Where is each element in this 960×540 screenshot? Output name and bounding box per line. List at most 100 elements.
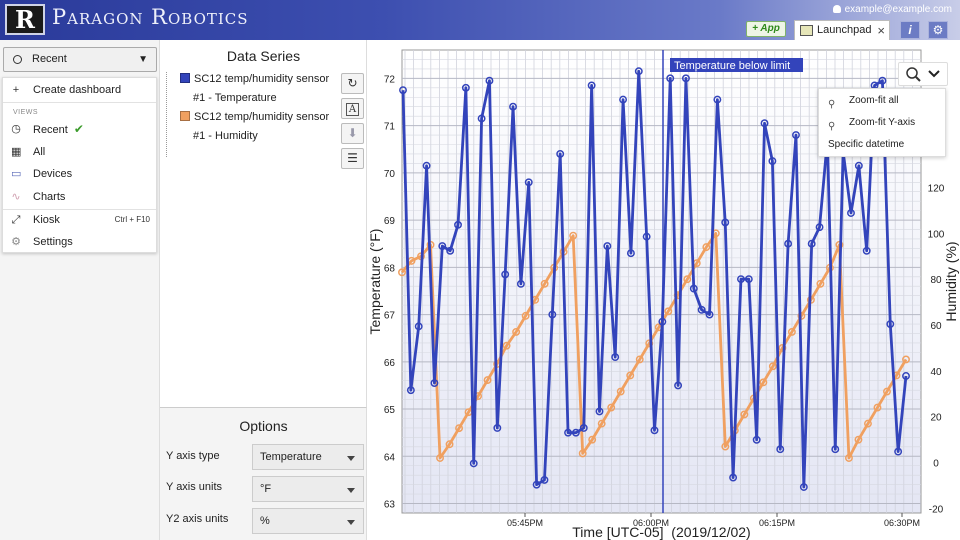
close-icon[interactable]: × — [877, 23, 885, 38]
y-axis-type-label: Y axis type — [166, 450, 220, 462]
view-dropdown-label: Recent — [32, 53, 67, 65]
humidity-series-point — [521, 311, 530, 320]
add-app-button[interactable]: + App — [746, 21, 786, 37]
y-axis-type-select[interactable]: Temperature — [252, 444, 364, 470]
menu-item-label: Kiosk — [33, 214, 60, 226]
y2-axis-units-select[interactable]: % — [252, 508, 364, 534]
tab-launchpad[interactable]: Launchpad × — [794, 20, 890, 40]
temperature-series-point — [681, 74, 690, 83]
temperature-series-point — [697, 305, 706, 314]
humidity-series-point — [864, 419, 872, 428]
temperature-series-point — [516, 279, 525, 288]
y2-tick-label: 60 — [930, 321, 942, 332]
y2-tick-label: 0 — [933, 459, 939, 470]
temperature-series-point — [854, 161, 863, 170]
humidity-series-point — [597, 419, 606, 428]
logo: R — [5, 4, 45, 35]
menu-item-devices[interactable]: ▭ Devices — [3, 164, 156, 184]
zoom-fit-y-item[interactable]: ⚲ Zoom-fit Y-axis — [819, 113, 945, 133]
temperature-series-point — [799, 483, 808, 491]
temperature-series-point — [595, 407, 604, 416]
zoom-button[interactable] — [898, 62, 948, 86]
menu-item-create-dashboard[interactable]: + Create dashboard — [3, 80, 156, 100]
series-color-swatch — [180, 73, 190, 83]
humidity-series-point — [455, 424, 464, 433]
temperature-series-point — [886, 320, 895, 328]
dashboard-icon — [800, 25, 813, 36]
y2-tick-label: 80 — [930, 275, 942, 286]
menu-item-label: Create dashboard — [33, 84, 122, 96]
x-axis-label: Time [UTC-05] (2019/12/02) — [572, 524, 750, 540]
humidity-series-point — [635, 355, 644, 364]
temperature-series-point — [894, 447, 903, 456]
views-section-label: VIEWS — [13, 109, 39, 116]
tree-connector — [166, 72, 174, 157]
menu-item-kiosk[interactable]: ⤢ Kiosk Ctrl + F10 — [3, 210, 156, 230]
zoom-icons — [906, 67, 940, 82]
info-button[interactable]: i — [900, 21, 920, 39]
view-menu: + Create dashboard VIEWS ◷ Recent ✔ ▦ All… — [2, 77, 157, 253]
zoom-fit-all-item[interactable]: ⚲ Zoom-fit all — [819, 91, 945, 111]
view-dropdown[interactable]: Recent ▼ — [3, 47, 157, 72]
clock-icon: ◷ — [11, 123, 21, 135]
refresh-icon: ↻ — [347, 76, 358, 90]
menu-item-recent[interactable]: ◷ Recent ✔ — [3, 119, 156, 139]
list-button[interactable]: ☰ — [341, 148, 364, 169]
gear-icon: ⚙ — [932, 23, 944, 37]
info-icon: i — [908, 23, 912, 37]
zoom-fit-all-label: Zoom-fit all — [849, 95, 899, 106]
y2-tick-label: 100 — [928, 229, 945, 240]
list-icon: ☰ — [347, 151, 358, 165]
temperature-series-point — [485, 76, 494, 85]
temperature-series-point — [902, 372, 910, 380]
temperature-series-point — [454, 220, 462, 229]
move-down-button[interactable]: ⬇ — [341, 123, 364, 144]
zoom-icon: ⚲ — [828, 121, 836, 132]
gear-icon: ⚙ — [11, 236, 21, 248]
caret-down-icon — [347, 456, 355, 461]
series-item-temperature[interactable]: SC12 temp/humidity sensor #1 - Temperatu… — [180, 70, 340, 108]
humidity-series-point — [607, 403, 616, 412]
specific-datetime-item[interactable]: Specific datetime — [819, 135, 945, 155]
text-button[interactable]: A — [341, 98, 364, 119]
settings-button[interactable]: ⚙ — [928, 21, 948, 39]
temperature-series-point — [399, 86, 407, 95]
user-account[interactable]: example@example.com — [832, 4, 952, 15]
series-item-humidity[interactable]: SC12 temp/humidity sensor #1 - Humidity — [180, 108, 340, 146]
humidity-series-point — [512, 327, 521, 336]
clock-icon — [13, 55, 22, 64]
temperature-series-point — [721, 218, 730, 227]
temperature-series-point — [564, 428, 572, 437]
refresh-button[interactable]: ↻ — [341, 73, 364, 94]
y-tick-label: 66 — [384, 358, 396, 369]
temperature-series-point — [430, 379, 439, 388]
temperature-series-point — [847, 209, 855, 217]
y-axis-units-select[interactable]: °F — [252, 476, 364, 502]
y-axis-units-label: Y axis units — [166, 481, 223, 493]
temperature-series-point — [540, 475, 549, 484]
temperature-series-point — [744, 275, 753, 284]
tab-label: Launchpad — [817, 24, 872, 36]
temperature-series-point — [831, 445, 840, 454]
temperature-series-point — [878, 76, 887, 85]
menu-item-charts[interactable]: ∿ Charts — [3, 187, 156, 207]
humidity-series-point — [787, 327, 796, 336]
y-tick-label: 63 — [384, 500, 396, 511]
y-tick-label: 70 — [384, 169, 396, 180]
temperature-series-point — [705, 310, 714, 319]
y-axis-type-value: Temperature — [260, 451, 322, 463]
y-tick-label: 71 — [384, 122, 396, 133]
temperature-series-point — [729, 473, 738, 482]
y2-tick-label: 40 — [930, 367, 942, 378]
caret-down-icon — [347, 488, 355, 493]
temperature-series-point — [461, 83, 470, 92]
humidity-series-point — [721, 442, 730, 451]
divider — [3, 102, 156, 103]
humidity-series-point — [664, 307, 673, 316]
menu-item-all[interactable]: ▦ All — [3, 142, 156, 162]
menu-item-settings[interactable]: ⚙ Settings — [3, 232, 156, 252]
x-tick-label: 05:45PM — [507, 518, 543, 528]
humidity-series-point — [483, 376, 492, 385]
temperature-series-point — [642, 232, 651, 241]
humidity-series-point — [683, 275, 692, 284]
